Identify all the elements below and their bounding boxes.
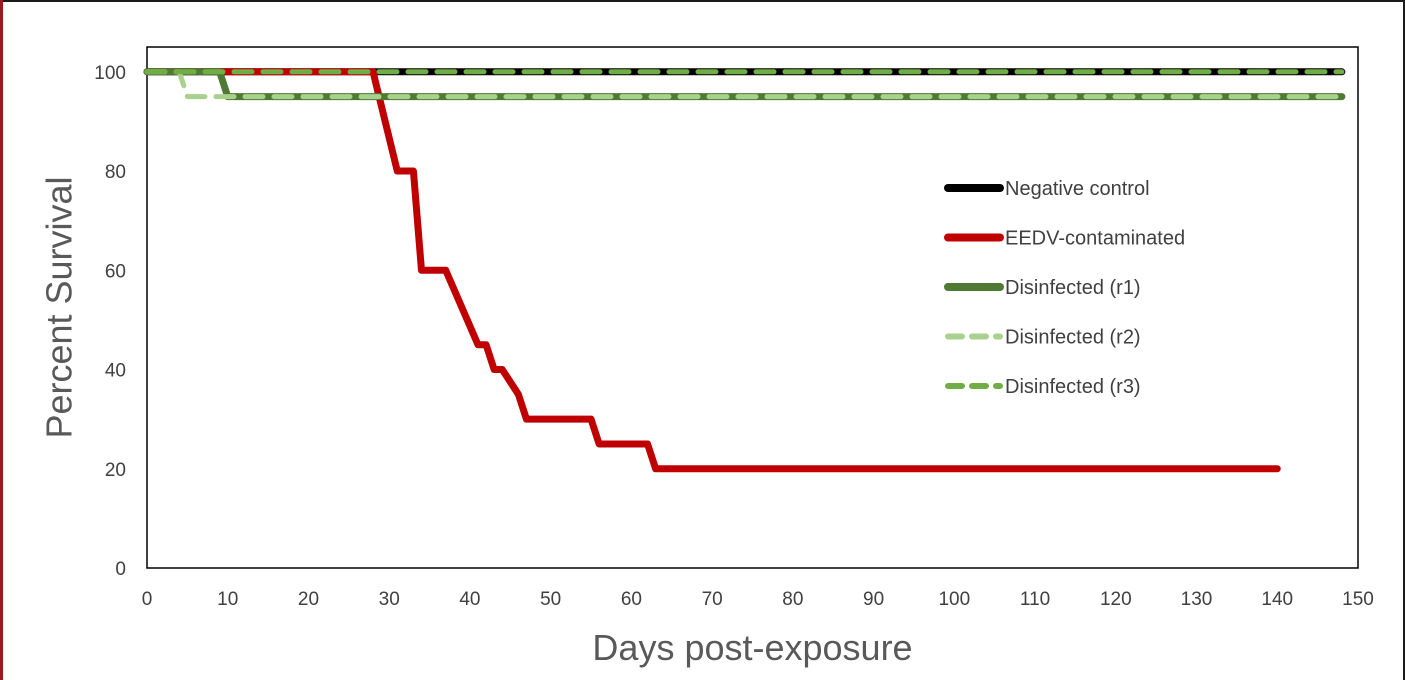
series-layer xyxy=(143,68,1346,473)
y-tick-label: 100 xyxy=(94,63,126,84)
y-tick-label: 20 xyxy=(105,460,126,481)
y-tick-label: 0 xyxy=(115,559,126,580)
series-line-disinfected-r2 xyxy=(144,69,1345,100)
left-edge-accent xyxy=(0,0,3,680)
x-tick-labels: 0 10 20 30 40 50 60 70 80 90 100 110 120 130 140 150 xyxy=(142,589,1374,610)
legend-label: Disinfected (r2) xyxy=(1005,327,1141,349)
y-tick-labels: 0 20 40 60 80 100 xyxy=(94,63,126,580)
legend-label: EEDV-contaminated xyxy=(1005,228,1185,250)
legend: Negative control EEDV-contaminated Disinfe… xyxy=(944,178,1185,398)
x-tick-label: 150 xyxy=(1342,589,1374,610)
x-tick-label: 10 xyxy=(217,589,238,610)
y-tick-label: 40 xyxy=(105,361,126,382)
x-tick-label: 80 xyxy=(782,589,803,610)
y-axis-title: Percent Survival xyxy=(39,176,80,438)
plot-area xyxy=(146,46,1359,569)
legend-label: Disinfected (r3) xyxy=(1005,376,1141,398)
x-tick-label: 130 xyxy=(1181,589,1213,610)
x-tick-label: 50 xyxy=(540,589,561,610)
x-tick-label: 30 xyxy=(379,589,400,610)
x-tick-label: 0 xyxy=(142,589,153,610)
x-tick-label: 110 xyxy=(1020,589,1050,610)
x-tick-label: 90 xyxy=(863,589,884,610)
x-tick-label: 100 xyxy=(938,589,970,610)
legend-label: Negative control xyxy=(1005,178,1150,200)
series-line-eedv-contaminated xyxy=(143,68,1281,473)
x-tick-label: 40 xyxy=(459,589,480,610)
y-tick-label: 60 xyxy=(105,261,126,282)
legend-label: Disinfected (r1) xyxy=(1005,277,1141,299)
x-tick-label: 140 xyxy=(1261,589,1293,610)
x-tick-label: 70 xyxy=(702,589,723,610)
series-line-disinfected-r1 xyxy=(143,68,1346,101)
x-tick-label: 20 xyxy=(298,589,319,610)
x-tick-label: 60 xyxy=(621,589,642,610)
x-axis-title: Days post-exposure xyxy=(592,627,912,668)
x-tick-label: 120 xyxy=(1100,589,1132,610)
y-tick-label: 80 xyxy=(105,162,126,183)
